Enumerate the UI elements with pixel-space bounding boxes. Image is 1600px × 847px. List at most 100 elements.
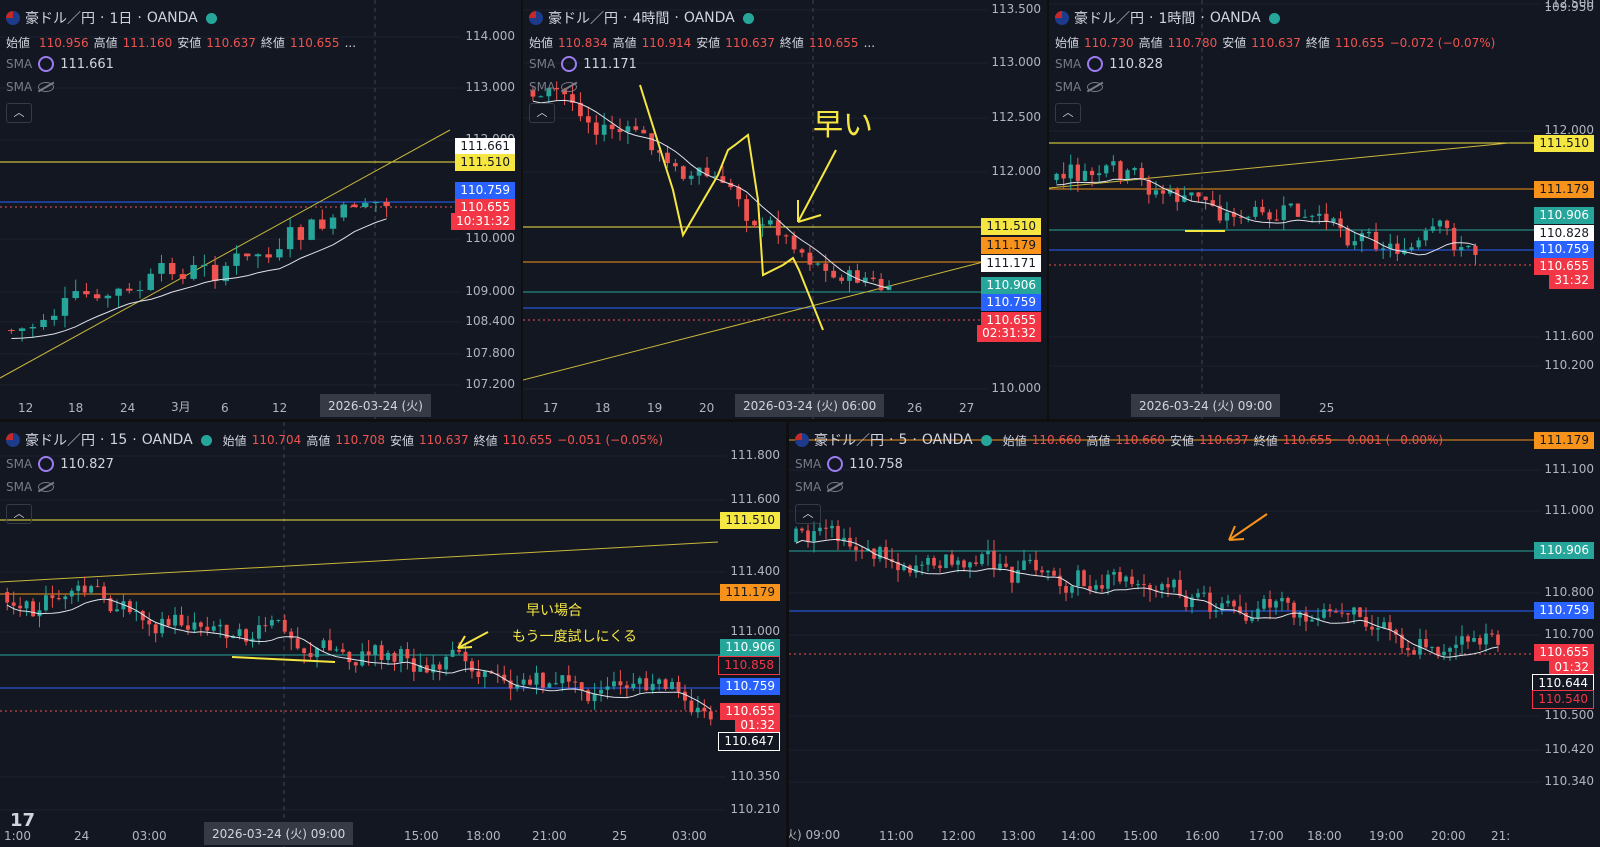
chart-panel-1h[interactable]: 豪ドル／円 · 1時間 · OANDA 始値 110.730 高値 110.780 安値 110.… <box>1049 0 1600 419</box>
y-tick-label: 111.600 <box>1544 329 1594 343</box>
annotation-text: 早い <box>813 108 873 143</box>
sma-settings-icon[interactable] <box>38 456 55 472</box>
x-tick-label: 24 <box>120 401 136 415</box>
sma-legend[interactable]: SMA 111.171 <box>529 56 637 72</box>
candle-body <box>1454 644 1458 649</box>
broker-label: OANDA <box>146 10 198 26</box>
sma-line <box>1056 178 1476 256</box>
candle-body <box>992 550 996 569</box>
x-tick-label: 18:00 <box>466 829 501 843</box>
collapse-legend-button[interactable]: ︿ <box>6 103 32 123</box>
candle-body <box>1423 230 1428 241</box>
candle-body <box>168 263 176 275</box>
candle-body <box>824 527 828 529</box>
candle-body <box>546 87 552 97</box>
candle-body <box>670 681 674 689</box>
eye-hidden-icon[interactable] <box>827 482 844 492</box>
candle-body <box>1409 247 1414 250</box>
sma-legend-hidden[interactable]: SMA <box>795 480 844 494</box>
candle-body <box>218 624 223 627</box>
candle-body <box>361 202 369 208</box>
candle-body <box>728 182 734 188</box>
annotation-line-1: 早い場合 <box>526 603 582 619</box>
candle-body <box>1239 216 1244 218</box>
sma-legend[interactable]: SMA 110.827 <box>6 456 114 472</box>
candle-body <box>800 528 804 531</box>
sma-legend[interactable]: SMA 110.758 <box>795 456 903 472</box>
chart-panel-daily[interactable]: 豪ドル／円 · 1日 · OANDA 始値 110.956 高値 111.160 安値 110.6… <box>0 0 521 419</box>
sma-settings-icon[interactable] <box>561 56 578 72</box>
candle-body <box>1217 205 1222 221</box>
price-tag: 110.858 <box>718 656 780 675</box>
candle-body <box>190 264 197 279</box>
candle-body <box>799 249 805 253</box>
candle-body <box>147 620 152 625</box>
candle-body <box>411 658 416 672</box>
collapse-legend-button[interactable]: ︿ <box>529 103 555 123</box>
candle-body <box>63 596 68 600</box>
sma-legend-hidden[interactable]: SMA <box>1055 80 1104 94</box>
candle-body <box>1070 586 1074 593</box>
candle-body <box>392 652 397 662</box>
candle-body <box>680 166 686 179</box>
eye-hidden-icon[interactable] <box>561 82 578 92</box>
candle-body <box>321 640 326 649</box>
candle-body <box>1172 579 1176 588</box>
sma-legend[interactable]: SMA 111.661 <box>6 56 114 72</box>
eye-hidden-icon[interactable] <box>38 82 55 92</box>
candle-body <box>205 626 210 631</box>
y-tick-label: 110.210 <box>730 802 780 816</box>
chart-header: 豪ドル／円 · 4時間 · OANDA <box>529 8 754 28</box>
chart-header: 豪ドル／円 · 15 · OANDA 始値 110.704 高値 110.708 安値 110.63… <box>6 430 663 450</box>
x-tick-label: 03:00 <box>672 829 707 843</box>
candle-body <box>50 595 55 599</box>
candle-body <box>631 683 636 689</box>
candle-body <box>83 291 90 295</box>
sma-settings-icon[interactable] <box>827 456 844 472</box>
y-tick-label: 110.000 <box>465 231 515 245</box>
candle-body <box>18 605 23 609</box>
market-open-icon <box>200 434 212 446</box>
candle-body <box>1373 231 1379 250</box>
candle-body <box>1244 612 1248 621</box>
chart-panel-4h[interactable]: 豪ドル／円 · 4時間 · OANDA 始値 110.834 高値 110.914 安値 110.… <box>523 0 1047 419</box>
chart-canvas <box>0 422 726 847</box>
candle-body <box>24 601 29 609</box>
sma-legend-hidden[interactable]: SMA <box>529 80 578 94</box>
sma-settings-icon[interactable] <box>1087 56 1104 72</box>
candle-body <box>704 167 710 177</box>
y-tick-label: 109.950 <box>1544 0 1594 14</box>
candle-body <box>673 163 678 167</box>
candle-body <box>224 624 229 639</box>
eye-hidden-icon[interactable] <box>38 482 55 492</box>
candle-body <box>815 263 821 265</box>
candle-body <box>405 649 410 659</box>
candle-body <box>862 277 868 283</box>
chart-panel-15m[interactable]: 豪ドル／円 · 15 · OANDA 始値 110.704 高値 110.708 安値 110.63… <box>0 422 786 847</box>
candle-body <box>1010 566 1014 583</box>
sma-legend[interactable]: SMA 110.828 <box>1055 56 1163 72</box>
candle-body <box>1406 647 1410 651</box>
candle-body <box>1338 218 1343 229</box>
collapse-legend-button[interactable]: ︿ <box>795 504 821 524</box>
collapse-legend-button[interactable]: ︿ <box>6 504 32 524</box>
chart-canvas <box>789 439 1540 783</box>
candle-body <box>676 681 681 692</box>
chart-panel-5m[interactable]: 豪ドル／円 · 5 · OANDA 始値 110.660 高値 110.660 安値 110.637… <box>789 422 1600 847</box>
tradingview-logo-icon[interactable]: 17 <box>10 810 36 831</box>
y-tick-label: 113.500 <box>991 2 1041 16</box>
sma-legend-hidden[interactable]: SMA <box>6 80 55 94</box>
candle-body <box>592 693 597 702</box>
candle-body <box>1166 584 1170 588</box>
candle-body <box>1394 629 1398 635</box>
sma-settings-icon[interactable] <box>38 56 55 72</box>
sma-legend-hidden[interactable]: SMA <box>6 480 55 494</box>
price-tag: 110.655 <box>981 312 1041 329</box>
candle-body <box>1466 636 1470 642</box>
candle-body <box>1448 648 1452 652</box>
candle-body <box>1395 243 1400 254</box>
candle-body <box>1064 586 1068 593</box>
collapse-legend-button[interactable]: ︿ <box>1055 103 1081 123</box>
candle-body <box>1250 617 1254 621</box>
eye-hidden-icon[interactable] <box>1087 82 1104 92</box>
